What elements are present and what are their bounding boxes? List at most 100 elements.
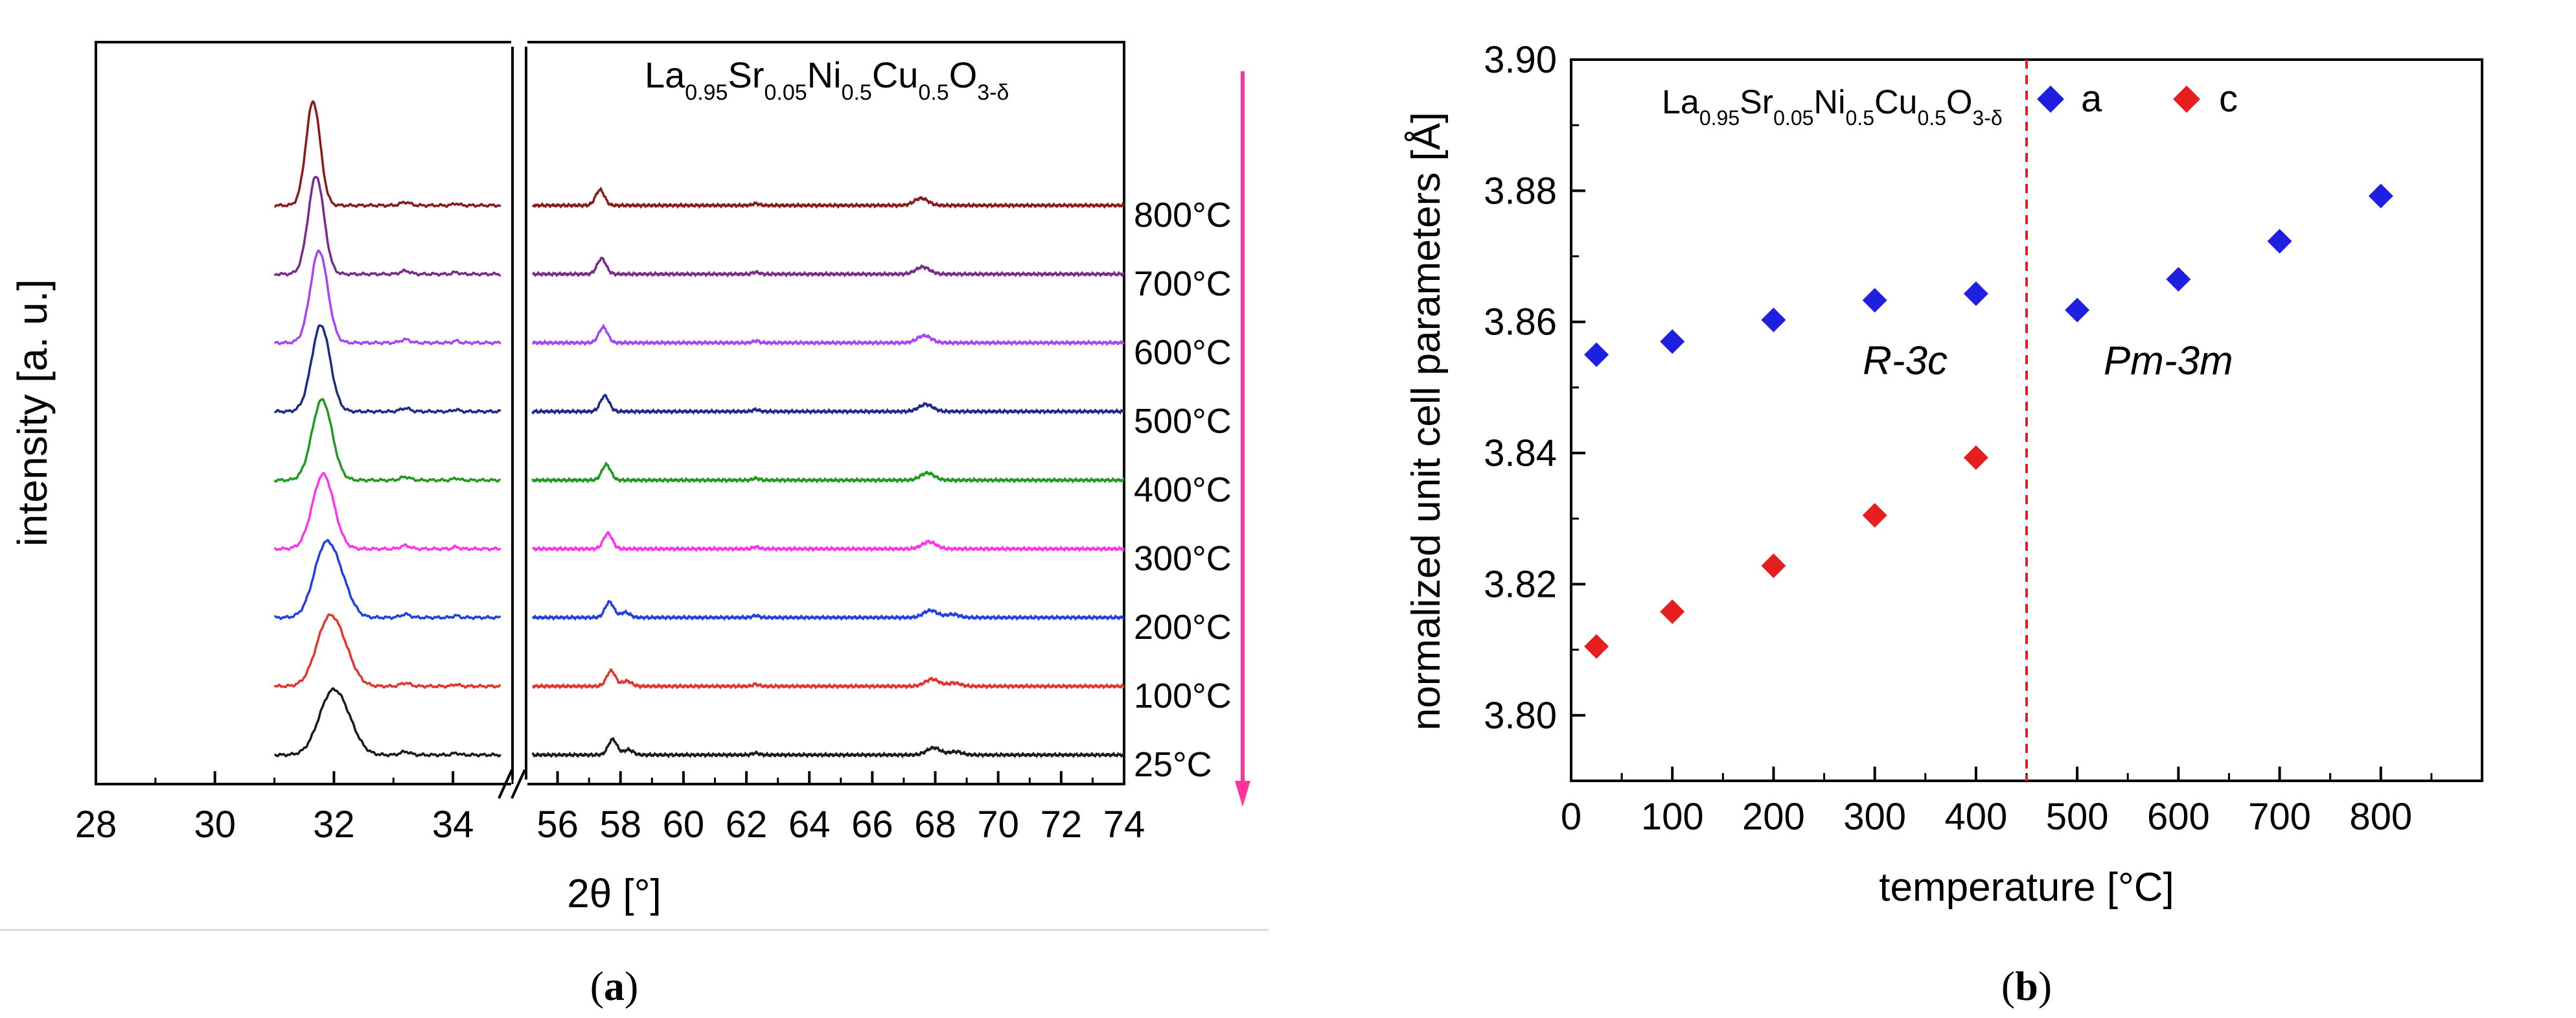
temperature-label: 600°C xyxy=(1134,333,1232,372)
lattice-x-tick-label: 400 xyxy=(1944,796,2007,838)
xrd-x-tick-label: 58 xyxy=(599,804,641,846)
formula-element: Ni xyxy=(807,54,842,95)
formula-subscript: 0.95 xyxy=(685,80,728,105)
lattice-point-a xyxy=(2166,266,2191,292)
xrd-trace-high-angle xyxy=(532,531,1125,553)
formula-element: Sr xyxy=(728,54,764,95)
temperature-label: 400°C xyxy=(1134,470,1232,509)
lattice-y-tick-label: 3.82 xyxy=(1484,563,1557,605)
formula-element: Sr xyxy=(1740,84,1773,121)
lattice-point-a xyxy=(1963,281,1988,307)
lattice-x-tick-label: 100 xyxy=(1641,796,1704,838)
caption-letter: a xyxy=(604,963,625,1009)
xrd-formula-title: La0.95Sr0.05Ni0.5Cu0.5O3-δ xyxy=(645,54,1009,105)
lattice-point-a xyxy=(1660,329,1685,354)
legend-label-a: a xyxy=(2081,78,2102,120)
xrd-trace-high-angle xyxy=(531,393,1125,415)
formula-element: La xyxy=(1662,84,1699,121)
temperature-arrow xyxy=(1235,71,1250,807)
lattice-x-axis-label: temperature [°C] xyxy=(1879,865,2174,910)
axis-break-slash xyxy=(498,769,513,799)
caption-paren: ) xyxy=(625,963,638,1009)
xrd-x-axis-label: 2θ [°] xyxy=(567,872,661,916)
xrd-y-axis-label: intensity [a. u.] xyxy=(9,279,56,547)
xrd-x-tick-label: 66 xyxy=(851,804,893,846)
xrd-panel: 25°C 100°C 200°C 300°C 400°C 500°C 600°C 700°C 8… xyxy=(0,38,1269,1009)
xrd-x-tick-label: 56 xyxy=(536,804,579,846)
temperature-label: 100°C xyxy=(1134,677,1232,715)
lattice-y-ticks: 3.80 3.82 3.84 3.86 3.88 3.90 xyxy=(1484,39,1585,737)
lattice-x-ticks: 0 100 200 300 400 500 600 700 800 xyxy=(1561,767,2433,838)
formula-subscript: 0.5 xyxy=(1917,106,1946,130)
formula-element: La xyxy=(645,54,685,95)
xrd-x-tick-label: 64 xyxy=(788,804,831,846)
lattice-point-c xyxy=(1761,553,1786,579)
xrd-trace-high-angle xyxy=(532,668,1125,690)
xrd-x-tick-label: 70 xyxy=(977,804,1019,846)
xrd-x-tick-label: 62 xyxy=(726,804,768,846)
lattice-x-tick-label: 700 xyxy=(2248,796,2311,838)
xrd-trace-high-angle xyxy=(531,461,1125,484)
caption-paren: ) xyxy=(2038,963,2052,1009)
legend-label-c: c xyxy=(2219,78,2238,120)
xrd-trace-low-angle xyxy=(274,100,501,208)
formula-subscript: 0.05 xyxy=(1773,106,1813,130)
axis-break-slash xyxy=(511,769,526,799)
caption-letter: b xyxy=(2015,963,2038,1009)
phase-label-pm3m: Pm-3m xyxy=(2104,339,2233,384)
formula-subscript: 3-δ xyxy=(977,80,1009,105)
xrd-plot-frame-left xyxy=(95,41,514,785)
formula-subscript: 0.5 xyxy=(918,80,949,105)
xrd-trace-high-angle xyxy=(532,186,1125,209)
lattice-point-a xyxy=(2065,297,2090,323)
formula-subscript: 0.05 xyxy=(764,80,807,105)
formula-subscript: 0.5 xyxy=(1846,106,1874,130)
lattice-point-a xyxy=(2368,183,2393,209)
xrd-traces xyxy=(273,100,1125,759)
lattice-y-tick-label: 3.80 xyxy=(1484,695,1557,737)
xrd-x-tick-label: 30 xyxy=(194,804,236,846)
panel-a-caption: (a) xyxy=(590,963,639,1009)
temperature-label: 25°C xyxy=(1134,745,1212,784)
xrd-x-tick-label: 68 xyxy=(914,804,956,846)
formula-subscript: 0.95 xyxy=(1699,106,1740,130)
lattice-point-a xyxy=(1761,307,1786,332)
xrd-trace-low-angle xyxy=(273,472,501,552)
xrd-plot-frame-right xyxy=(525,41,1125,785)
lattice-y-tick-label: 3.90 xyxy=(1484,39,1557,81)
xrd-trace-low-angle xyxy=(273,538,501,620)
lattice-y-axis-label: normalized unit cell parameters [Å] xyxy=(1404,112,1449,731)
xrd-trace-high-angle xyxy=(531,737,1125,759)
lattice-point-c xyxy=(1660,599,1685,624)
lattice-points xyxy=(1584,183,2393,659)
xrd-x-tick-label: 74 xyxy=(1103,804,1145,846)
lattice-point-a xyxy=(1862,288,1887,313)
temperature-label: 700°C xyxy=(1134,264,1232,303)
legend-marker-c xyxy=(2173,86,2200,113)
lattice-point-c xyxy=(1584,634,1609,659)
xrd-x-tick-label: 72 xyxy=(1041,804,1083,846)
lattice-x-tick-label: 300 xyxy=(1843,796,1906,838)
xrd-trace-high-angle xyxy=(532,256,1125,278)
lattice-x-tick-label: 0 xyxy=(1561,796,1581,838)
axis-break-mark xyxy=(498,769,526,799)
phase-label-r3c: R-3c xyxy=(1863,339,1948,384)
formula-element: Cu xyxy=(872,54,919,95)
lattice-legend: a c xyxy=(2037,78,2238,120)
formula-element: Cu xyxy=(1874,84,1917,121)
xrd-trace-high-angle xyxy=(531,599,1125,621)
xrd-trace-low-angle xyxy=(273,249,501,345)
lattice-point-c xyxy=(1963,445,1988,470)
lattice-x-tick-label: 200 xyxy=(1742,796,1805,838)
lattice-point-c xyxy=(1862,503,1887,528)
panel-b-caption: (b) xyxy=(2001,963,2052,1009)
xrd-trace-low-angle xyxy=(273,687,501,758)
lattice-x-tick-label: 800 xyxy=(2349,796,2412,838)
caption-paren: ( xyxy=(2001,963,2015,1009)
temperature-label: 800°C xyxy=(1134,196,1232,235)
temperature-label: 200°C xyxy=(1134,608,1232,647)
formula-element: Ni xyxy=(1813,84,1845,121)
lattice-y-tick-label: 3.84 xyxy=(1484,432,1557,474)
legend-marker-a xyxy=(2037,86,2064,113)
